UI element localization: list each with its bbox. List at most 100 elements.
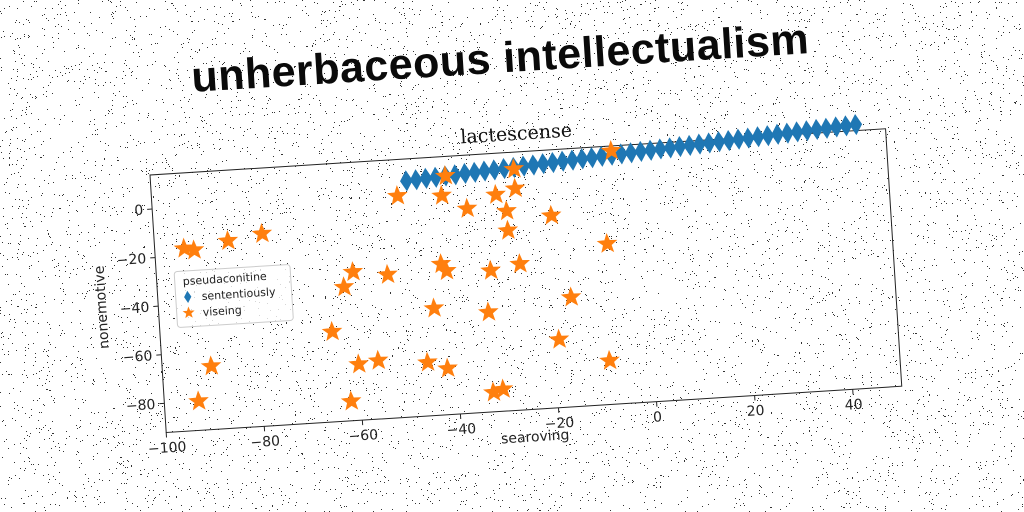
star-point (456, 197, 478, 218)
star-point (200, 355, 222, 376)
star-point (188, 390, 209, 411)
star-point (387, 185, 408, 206)
diamond-point (634, 140, 648, 162)
legend-marker-viseing (182, 306, 195, 319)
x-tick-label: −20 (544, 415, 574, 433)
diamond-point (536, 153, 550, 175)
star-point (509, 253, 530, 274)
star-point (367, 349, 389, 370)
x-axis-label: searoving (501, 427, 570, 447)
diamond-point (595, 145, 609, 167)
ticks-layer: −100 −80 −60 −40 −20 0 20 40 0 −20 −40 −60 −80 (116, 203, 863, 458)
star-point (340, 390, 362, 411)
plot-frame (149, 128, 903, 434)
legend-label-viseing: viseing (202, 304, 242, 319)
star-point (503, 158, 525, 179)
legend-label-sententiously: sententiously (201, 285, 276, 303)
diamond-point (810, 118, 824, 140)
x-tick-label: −60 (348, 427, 378, 445)
diamond-point (663, 137, 677, 159)
diamond-point (487, 159, 501, 181)
diamond-point (693, 133, 706, 155)
diamond-point (468, 161, 482, 183)
diamond-point (458, 162, 472, 185)
star-point (333, 276, 355, 297)
star-point (251, 222, 273, 243)
diamond-point (849, 113, 863, 136)
x-tick-label: −100 (148, 439, 187, 457)
diamond-point (400, 170, 413, 192)
star-point (431, 184, 452, 205)
star-point (492, 378, 514, 399)
star-point (485, 183, 506, 204)
chart-plot-group: −100 −80 −60 −40 −20 0 20 40 0 −20 −40 −60 −80 lacte… (92, 113, 903, 458)
star-point (600, 140, 622, 161)
x-tick-label: 40 (844, 397, 863, 414)
legend-box (173, 264, 294, 328)
diamond-point (839, 115, 853, 137)
diamond-point (644, 139, 657, 161)
star-point (596, 232, 618, 253)
star-point (321, 320, 343, 341)
star-point (417, 351, 438, 372)
diamond-point (751, 126, 765, 148)
series-sententiously (400, 113, 863, 192)
diamond-point (761, 125, 775, 147)
y-axis-label: nonemotive (92, 265, 113, 349)
star-point (548, 328, 570, 349)
diamond-point (820, 117, 833, 139)
diamond-point (712, 131, 726, 153)
diamond-point (585, 147, 599, 169)
diamond-point (497, 158, 511, 180)
star-point (437, 357, 458, 378)
diamond-point (771, 123, 784, 145)
y-tick-label: −40 (119, 300, 149, 318)
y-tick-label: −60 (122, 348, 152, 366)
diamond-point (409, 169, 423, 191)
x-tick-label: 0 (653, 409, 663, 426)
diamond-point (419, 167, 433, 189)
diamond-point (546, 152, 560, 174)
chart-title: lactescense (460, 119, 573, 148)
y-tick-label: 0 (134, 203, 144, 220)
diamond-point (829, 116, 843, 138)
diamond-point (624, 142, 638, 164)
diamond-point (722, 129, 736, 152)
star-point (480, 259, 501, 280)
star-point (496, 200, 517, 221)
diamond-point (478, 160, 491, 182)
star-point (540, 204, 562, 225)
diamond-point (702, 132, 716, 154)
x-tick-label: −40 (446, 421, 476, 439)
series-layer (173, 113, 863, 411)
y-tick-label: −80 (125, 397, 155, 415)
x-tick-label: −80 (250, 433, 280, 451)
star-point (342, 261, 364, 282)
diamond-point (683, 134, 697, 156)
series-viseing (173, 140, 622, 411)
legend-marker-sententiously (184, 290, 192, 303)
diamond-point (800, 120, 814, 142)
star-point (599, 349, 620, 370)
star-point (434, 165, 456, 186)
star-point (560, 286, 582, 307)
star-point (348, 353, 369, 374)
diamond-point (527, 154, 540, 176)
diamond-point (566, 149, 579, 171)
star-point (183, 239, 205, 260)
diamond-point (673, 135, 687, 158)
star-point (217, 230, 239, 251)
star-point (477, 301, 499, 322)
diamond-point (448, 164, 462, 186)
diamond-point (741, 127, 755, 149)
diamond-point (790, 121, 804, 143)
y-tick-label: −20 (116, 251, 146, 269)
diamond-point (732, 128, 745, 150)
star-point (497, 219, 519, 240)
star-point (423, 297, 445, 318)
legend-title: pseudaconitine (182, 270, 267, 288)
